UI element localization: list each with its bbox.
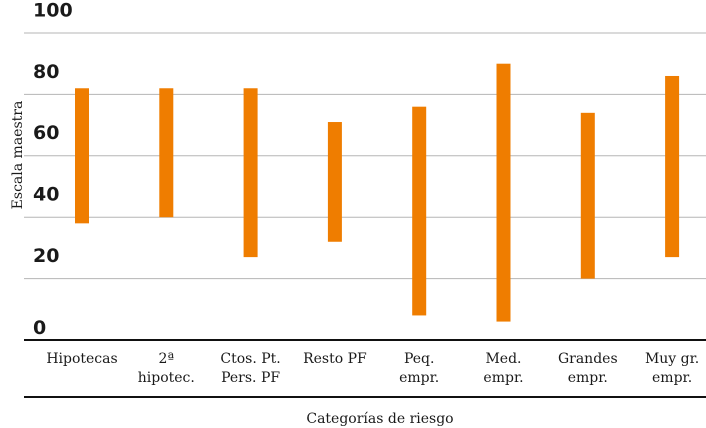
gridlines xyxy=(24,32,706,280)
x-tick-label: Hipotecas xyxy=(46,351,117,367)
range-bar xyxy=(412,106,427,316)
range-bar xyxy=(243,88,258,258)
y-tick-label: 60 xyxy=(33,122,59,144)
y-tick-label: 40 xyxy=(33,184,59,206)
y-tick-label: 100 xyxy=(33,0,73,21)
x-tick-label: Muy gr. empr. xyxy=(645,351,699,386)
y-axis-ticks: 0 20 40 60 80 100 xyxy=(33,0,73,339)
x-tick-label: Ctos. Pt. Pers. PF xyxy=(220,351,280,386)
range-bar xyxy=(496,63,511,322)
range-bar xyxy=(75,88,89,224)
y-tick-label: 80 xyxy=(33,61,59,83)
x-tick-label: Peq. empr. xyxy=(399,351,439,386)
x-tick-label: Grandes empr. xyxy=(558,351,618,386)
range-bar xyxy=(327,122,342,242)
x-tick-label: Resto PF xyxy=(303,351,367,367)
range-bar xyxy=(159,88,174,218)
x-axis-label: Categorías de riesgo xyxy=(306,411,453,427)
x-tick-label: Med. empr. xyxy=(483,351,523,386)
range-bars xyxy=(75,63,680,322)
y-tick-label: 0 xyxy=(33,317,46,339)
x-axis-ticks: Hipotecas 2ª hipotec. Ctos. Pt. Pers. PF Rest… xyxy=(46,351,699,386)
y-tick-label: 20 xyxy=(33,245,59,267)
x-tick-label: 2ª hipotec. xyxy=(138,351,195,386)
range-bar xyxy=(580,112,595,279)
y-axis-label: Escala maestra xyxy=(10,101,26,210)
range-bar xyxy=(665,75,680,258)
